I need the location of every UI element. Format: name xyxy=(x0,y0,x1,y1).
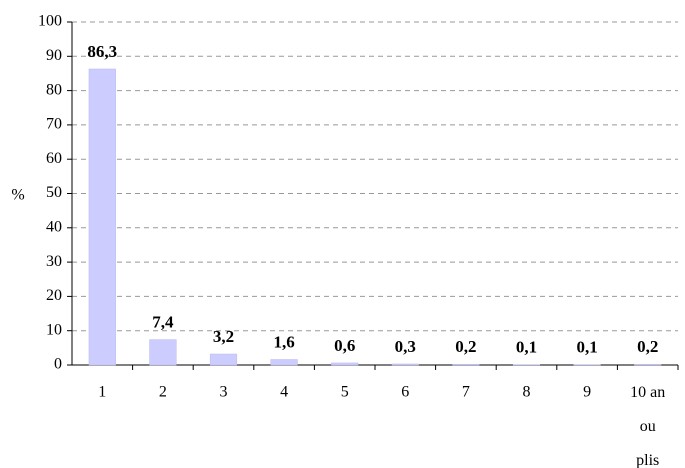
value-label: 0,6 xyxy=(334,336,355,355)
bar xyxy=(270,359,298,366)
x-tick-label: 5 xyxy=(341,384,349,401)
x-tick-label: 3 xyxy=(220,384,228,401)
y-tick-label: 30 xyxy=(46,253,62,270)
y-tick-label: 0 xyxy=(54,356,62,373)
value-label: 0,1 xyxy=(516,338,537,357)
value-label: 7,4 xyxy=(152,313,174,332)
bar xyxy=(88,68,116,366)
bar xyxy=(391,363,419,366)
bar xyxy=(209,353,238,366)
x-tick-label: 4 xyxy=(280,384,288,401)
x-tick-label: 10 an ou plis xyxy=(630,384,665,468)
value-label: 0,2 xyxy=(637,337,658,356)
value-label: 3,2 xyxy=(213,327,234,346)
x-tick-label: 7 xyxy=(462,384,470,401)
y-tick-label: 90 xyxy=(46,47,62,64)
x-tick-label: 9 xyxy=(583,384,591,401)
y-tick-label: 40 xyxy=(46,218,62,235)
x-tick-label: 2 xyxy=(159,384,167,401)
value-label: 0,2 xyxy=(455,337,476,356)
bar xyxy=(452,364,480,366)
y-tick-label: 70 xyxy=(46,116,62,133)
y-tick-label: 80 xyxy=(46,81,62,98)
y-tick-label: 20 xyxy=(46,287,62,304)
y-tick-label: 60 xyxy=(46,150,62,167)
bar xyxy=(331,362,359,366)
x-tick-label: 8 xyxy=(523,384,531,401)
value-label: 0,3 xyxy=(395,337,416,356)
value-label: 86,3 xyxy=(87,42,117,61)
y-axis-label: % xyxy=(11,187,24,204)
value-label: 0,1 xyxy=(576,338,597,357)
value-label: 1,6 xyxy=(273,332,294,351)
bar xyxy=(149,339,177,366)
bar xyxy=(634,364,662,366)
y-tick-label: 100 xyxy=(38,13,62,30)
x-tick-label: 1 xyxy=(98,384,106,401)
x-tick-label: 6 xyxy=(401,384,409,401)
y-tick-label: 50 xyxy=(46,184,62,201)
y-tick-label: 10 xyxy=(46,321,62,338)
